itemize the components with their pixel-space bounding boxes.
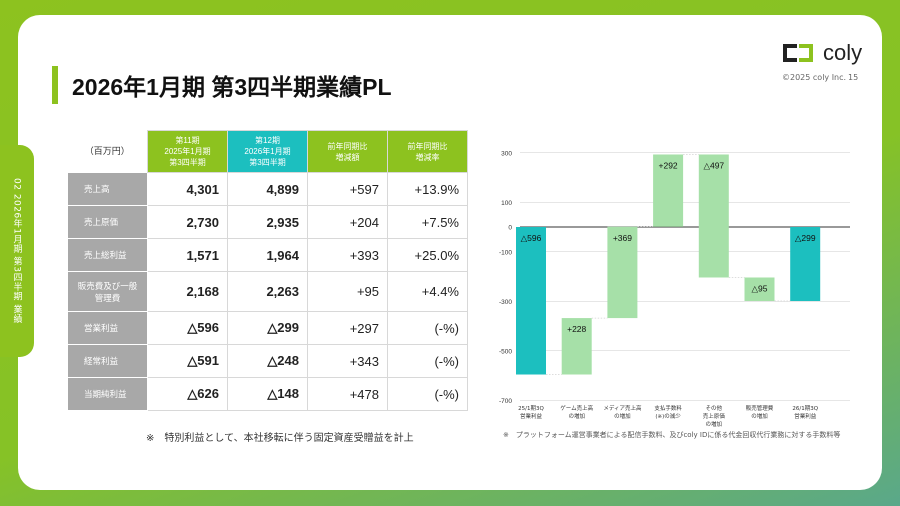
prev-value: △591 [147, 344, 228, 378]
x-tick-label: 売上原価 [703, 412, 726, 420]
bar [744, 277, 775, 302]
section-tab: 02 2026年1月期 第3四半期 業績 [0, 145, 34, 357]
bar [516, 227, 546, 375]
table-row: 当期純利益 △626 △148 +478 (-%) [67, 377, 468, 411]
bar [790, 227, 821, 302]
x-tick-label: の増加 [568, 412, 585, 420]
prev-value: △626 [147, 377, 228, 411]
prev-value: 2,730 [147, 205, 228, 239]
rate-value: +25.0% [387, 238, 468, 272]
data-label: △95 [752, 283, 768, 293]
diff-value: +343 [307, 344, 388, 378]
x-tick-label: の増加 [706, 420, 723, 428]
pl-table: （百万円） 第11期 2025年1月期 第3四半期 第12期 2026年1月期 … [67, 130, 468, 411]
x-tick-label: (※)の減少 [655, 412, 681, 420]
rate-value: +4.4% [387, 271, 468, 312]
diff-value: +597 [307, 172, 388, 206]
y-tick-label: -100 [499, 249, 512, 256]
row-label: 当期純利益 [67, 377, 148, 411]
data-label: +228 [567, 324, 586, 334]
curr-value: △148 [227, 377, 308, 411]
y-tick-label: -500 [499, 348, 512, 355]
y-tick-label: 100 [501, 200, 512, 207]
logo-text: coly [823, 40, 863, 65]
header-rate: 前年同期比 増減率 [387, 130, 468, 173]
rate-value: (-%) [387, 377, 468, 411]
x-tick-label: の増加 [614, 412, 631, 420]
x-tick-label: その他 [706, 404, 723, 412]
table-row: 販売費及び一般管理費 2,168 2,263 +95 +4.4% [67, 271, 468, 312]
data-label: +292 [659, 160, 678, 170]
section-tab-label: 02 2026年1月期 第3四半期 業績 [11, 178, 22, 324]
data-label: +369 [613, 233, 632, 243]
copyright: ©2025 coly Inc. [782, 73, 847, 82]
x-tick-label: 営業利益 [794, 412, 817, 420]
diff-value: +393 [307, 238, 388, 272]
y-tick-label: 300 [501, 150, 512, 157]
bar [607, 226, 638, 319]
table-row: 売上高 4,301 4,899 +597 +13.9% [67, 172, 468, 206]
bar [561, 318, 592, 375]
y-tick-label: -300 [499, 299, 512, 306]
x-tick-label: 支払手数料 [654, 404, 682, 412]
rate-value: (-%) [387, 344, 468, 378]
data-label: △596 [521, 233, 542, 243]
bar [698, 154, 729, 278]
data-label: △497 [703, 160, 724, 170]
bar [653, 154, 684, 227]
curr-value: 4,899 [227, 172, 308, 206]
rate-value: +13.9% [387, 172, 468, 206]
x-tick-label: の増加 [751, 412, 768, 420]
page-number: 15 [848, 73, 859, 82]
title-accent-bar [52, 66, 58, 104]
table-row: 売上原価 2,730 2,935 +204 +7.5% [67, 205, 468, 239]
x-tick-label: ゲーム売上高 [560, 404, 593, 412]
header-prev: 第11期 2025年1月期 第3四半期 [147, 130, 228, 173]
row-label: 売上高 [67, 172, 148, 206]
data-label: △299 [795, 233, 816, 243]
logo-mark-icon [783, 44, 813, 62]
x-tick-label: 25/1期3Q [518, 405, 544, 412]
curr-value: 2,263 [227, 271, 308, 312]
row-label: 販売費及び一般管理費 [67, 271, 148, 312]
curr-value: △299 [227, 311, 308, 345]
x-tick-label: 26/1期3Q [792, 405, 818, 412]
diff-value: +95 [307, 271, 388, 312]
x-tick-label: 販売管理費 [746, 404, 774, 412]
prev-value: 2,168 [147, 271, 228, 312]
coly-logo: coly [783, 40, 862, 66]
row-label: 売上原価 [67, 205, 148, 239]
x-tick-label: 営業利益 [520, 412, 543, 420]
x-tick-label: メディア売上高 [603, 404, 642, 412]
row-label: 売上総利益 [67, 238, 148, 272]
y-tick-label: 0 [508, 225, 512, 232]
unit-label: （百万円） [67, 130, 148, 173]
table-footnote: ※ 特別利益として、本社移転に伴う固定資産受贈益を計上 [146, 433, 414, 444]
page-title: 2026年1月期 第3四半期業績PL [72, 74, 392, 100]
chart-footnote: ※ プラットフォーム運営事業者による配信手数料、及びcoly IDに係る代金回収… [503, 431, 841, 439]
diff-value: +478 [307, 377, 388, 411]
y-tick-label: -700 [499, 398, 512, 405]
